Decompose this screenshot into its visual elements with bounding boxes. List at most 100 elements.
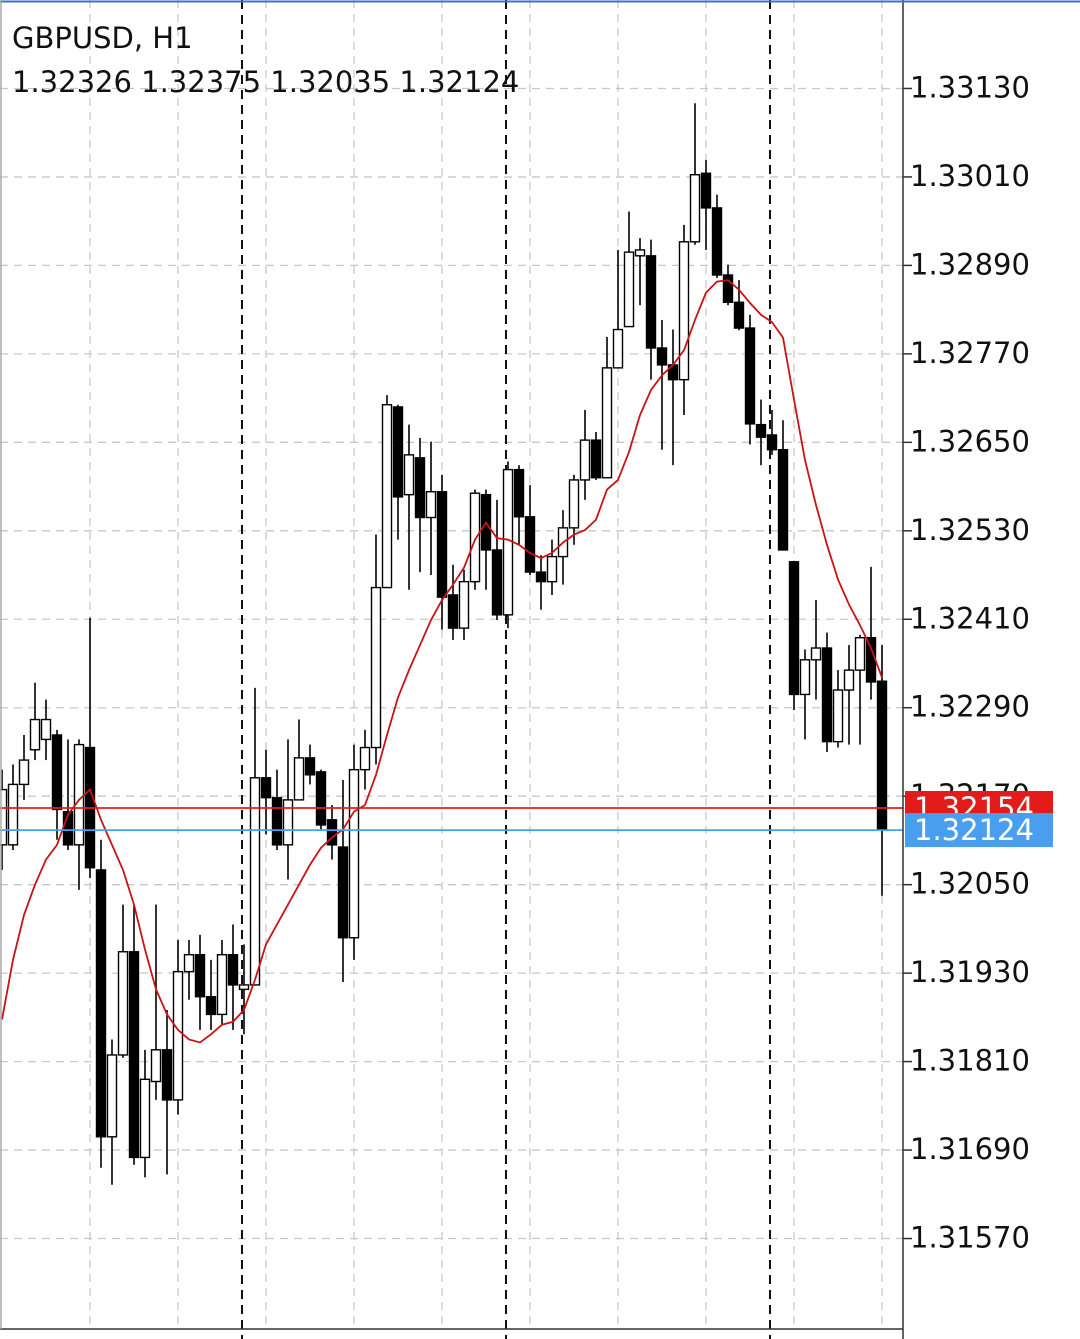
candle-body xyxy=(788,561,800,696)
candle-body xyxy=(821,647,833,743)
candle-body xyxy=(260,777,272,799)
candle-body xyxy=(777,449,789,551)
candle-body xyxy=(469,492,481,583)
y-tick-label: 1.31570 xyxy=(910,1221,1030,1255)
y-tick-label: 1.31810 xyxy=(910,1044,1030,1078)
candle-body xyxy=(0,788,8,846)
y-tick-label: 1.32650 xyxy=(910,424,1030,458)
candle-body xyxy=(51,734,63,811)
candle-body xyxy=(678,241,690,381)
candle-body xyxy=(491,549,503,616)
y-tick-label: 1.32770 xyxy=(910,336,1030,370)
chart-title: GBPUSD, H1 xyxy=(12,21,193,55)
candle-body xyxy=(194,954,206,998)
candle-body xyxy=(568,479,580,529)
candle-body xyxy=(7,783,19,846)
candle-body xyxy=(700,172,712,209)
y-tick-label: 1.32410 xyxy=(910,601,1030,635)
candle-body xyxy=(590,439,602,479)
candle-body xyxy=(656,347,668,366)
candle-body xyxy=(18,759,30,786)
y-tick-label: 1.32890 xyxy=(910,247,1030,281)
candle-body xyxy=(799,659,811,696)
candle-body xyxy=(150,1049,162,1083)
candle-body xyxy=(645,255,657,349)
candle-body xyxy=(40,718,52,741)
price-axis-background xyxy=(903,0,1080,1339)
candle-body xyxy=(271,796,283,846)
candle-body xyxy=(381,404,393,589)
y-tick-label: 1.31930 xyxy=(910,955,1030,989)
ohlc-readout: 1.32326 1.32375 1.32035 1.32124 xyxy=(12,65,519,99)
candle-body xyxy=(865,636,877,683)
candle-body xyxy=(359,746,371,771)
candle-body xyxy=(711,207,723,276)
candle-body xyxy=(326,819,338,846)
candle-body xyxy=(29,718,41,751)
candle-body xyxy=(546,555,558,583)
candle-body xyxy=(425,491,437,519)
candle-body xyxy=(205,996,217,1016)
candle-body xyxy=(403,454,415,496)
candle-body xyxy=(766,434,778,451)
candle-body xyxy=(832,689,844,743)
candle-body xyxy=(854,636,866,671)
candle-body xyxy=(579,439,591,481)
candle-body xyxy=(513,468,525,518)
candle-body xyxy=(238,984,250,991)
y-tick-label: 1.32530 xyxy=(910,513,1030,547)
candle-body xyxy=(392,406,404,498)
candle-body xyxy=(447,594,459,629)
candle-body xyxy=(139,1078,151,1159)
plot xyxy=(0,103,903,1185)
candle-body xyxy=(601,367,613,479)
price-label: 1.32124 xyxy=(914,813,1034,847)
candle-body xyxy=(370,586,382,749)
candle-body xyxy=(414,457,426,519)
candle-body xyxy=(458,580,470,629)
period-separators xyxy=(241,0,771,1339)
candle-body xyxy=(293,757,305,801)
candle-body xyxy=(733,301,745,329)
candle-body xyxy=(744,327,756,425)
candle-body xyxy=(634,249,646,257)
candle-body xyxy=(689,174,701,243)
candle-body xyxy=(161,1049,173,1101)
candle-body xyxy=(172,970,184,1101)
candle-body xyxy=(282,799,294,846)
candle-body xyxy=(249,777,261,986)
candle-body xyxy=(348,768,360,939)
y-tick-label: 1.33010 xyxy=(910,159,1030,193)
candle-body xyxy=(315,771,327,826)
candle-body xyxy=(95,869,107,1138)
candle-body xyxy=(183,954,195,973)
candle-body xyxy=(722,274,734,303)
candle-body xyxy=(128,951,140,1159)
y-tick-label: 1.32290 xyxy=(910,690,1030,724)
candle-body xyxy=(843,669,855,691)
price-label-box xyxy=(905,813,1053,848)
candle-body xyxy=(524,516,536,573)
y-tick-label: 1.32050 xyxy=(910,867,1030,901)
y-tick-label: 1.33130 xyxy=(910,70,1030,104)
candle-body xyxy=(623,251,635,328)
candle-body xyxy=(436,491,448,598)
candle-body xyxy=(106,1054,118,1138)
candle-body xyxy=(810,647,822,661)
candle-body xyxy=(612,328,624,369)
candle-body xyxy=(502,468,514,616)
candle-body xyxy=(227,954,239,986)
moving-average xyxy=(1,279,883,1044)
candle-body xyxy=(117,951,129,1056)
candle-body xyxy=(535,571,547,583)
candle-body xyxy=(755,423,767,438)
candle-body xyxy=(304,757,316,776)
y-tick-label: 1.31690 xyxy=(910,1132,1030,1166)
price-axis: 1.315701.316901.318101.319301.320501.321… xyxy=(903,70,1030,1255)
candle-body xyxy=(337,846,349,939)
candle-body xyxy=(216,954,228,1016)
